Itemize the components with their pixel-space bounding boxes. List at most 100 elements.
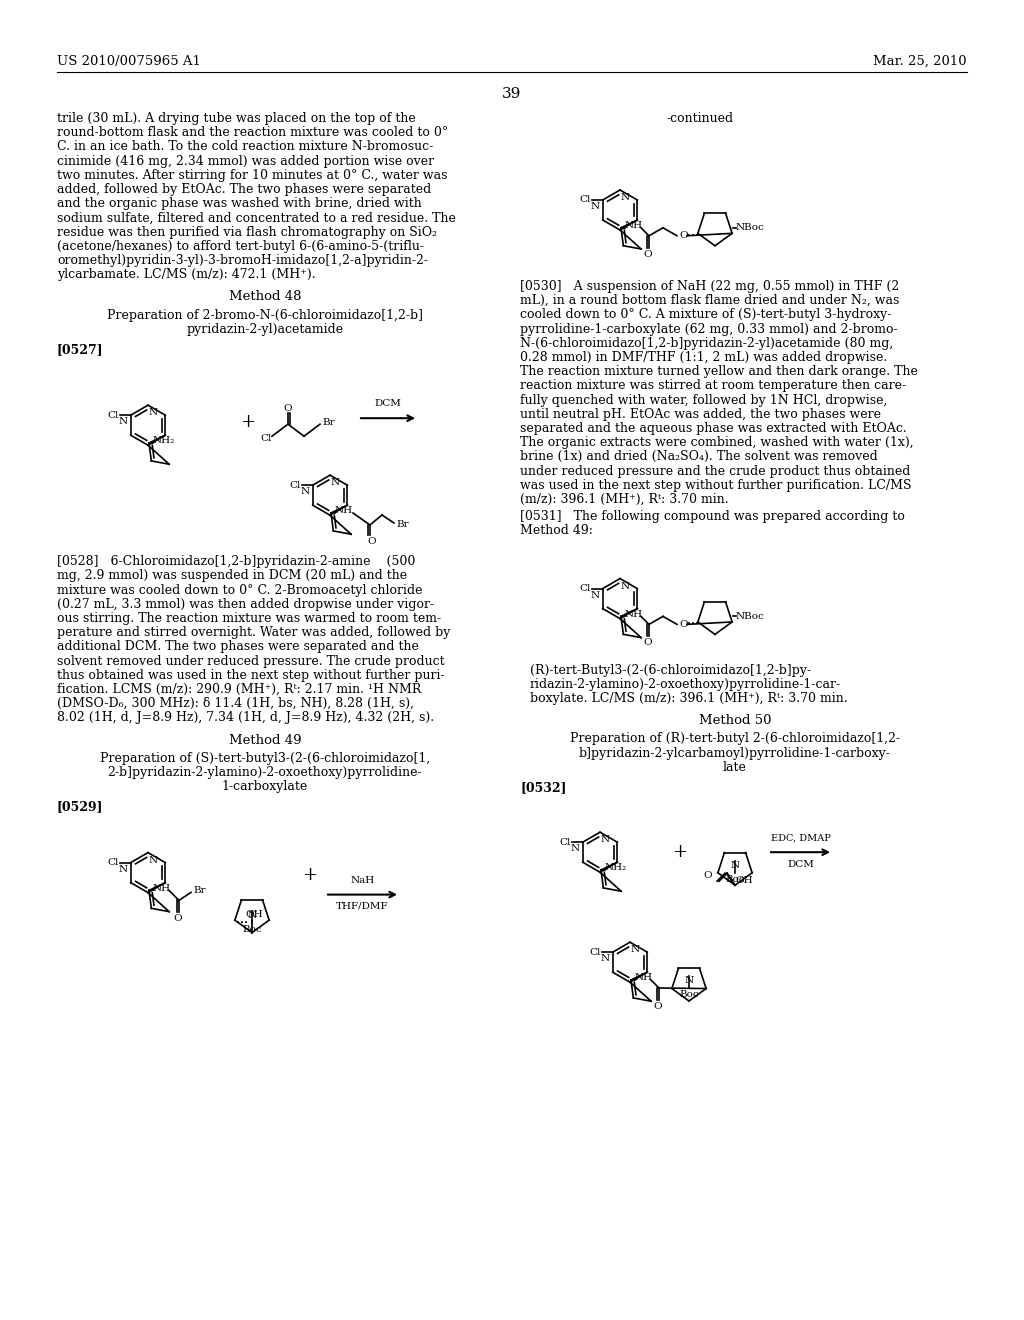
Text: N: N <box>730 861 739 870</box>
Text: O: O <box>679 620 687 628</box>
Text: Br: Br <box>193 886 206 895</box>
Text: 39: 39 <box>503 87 521 102</box>
Text: (0.27 mL, 3.3 mmol) was then added dropwise under vigor-: (0.27 mL, 3.3 mmol) was then added dropw… <box>57 598 434 611</box>
Text: +: + <box>302 866 317 883</box>
Text: O: O <box>174 915 182 924</box>
Text: 1-carboxylate: 1-carboxylate <box>222 780 308 793</box>
Text: N: N <box>621 193 630 202</box>
Text: residue was then purified via flash chromatography on SiO₂: residue was then purified via flash chro… <box>57 226 437 239</box>
Text: until neutral pH. EtOAc was added, the two phases were: until neutral pH. EtOAc was added, the t… <box>520 408 881 421</box>
Text: (m/z): 396.1 (MH⁺), Rᵗ: 3.70 min.: (m/z): 396.1 (MH⁺), Rᵗ: 3.70 min. <box>520 492 729 506</box>
Text: Cl: Cl <box>559 838 570 846</box>
Text: mixture was cooled down to 0° C. 2-Bromoacetyl chloride: mixture was cooled down to 0° C. 2-Bromo… <box>57 583 423 597</box>
Text: NH: NH <box>625 610 643 619</box>
Text: Cl: Cl <box>108 858 119 867</box>
Text: [0532]: [0532] <box>520 781 566 795</box>
Text: under reduced pressure and the crude product thus obtained: under reduced pressure and the crude pro… <box>520 465 910 478</box>
Text: perature and stirred overnight. Water was added, followed by: perature and stirred overnight. Water wa… <box>57 626 451 639</box>
Text: b]pyridazin-2-ylcarbamoyl)pyrrolidine-1-carboxy-: b]pyridazin-2-ylcarbamoyl)pyrrolidine-1-… <box>579 747 891 759</box>
Text: DCM: DCM <box>375 399 401 408</box>
Text: Cl: Cl <box>589 948 601 957</box>
Text: NH: NH <box>625 222 643 230</box>
Text: OH: OH <box>245 909 263 919</box>
Text: N: N <box>600 954 609 964</box>
Text: N: N <box>119 417 128 426</box>
Text: N: N <box>591 590 600 599</box>
Text: US 2010/0075965 A1: US 2010/0075965 A1 <box>57 55 201 69</box>
Text: O: O <box>644 639 652 647</box>
Text: solvent removed under reduced pressure. The crude product: solvent removed under reduced pressure. … <box>57 655 444 668</box>
Text: ous stirring. The reaction mixture was warmed to room tem-: ous stirring. The reaction mixture was w… <box>57 612 441 624</box>
Text: mL), in a round bottom flask flame dried and under N₂, was: mL), in a round bottom flask flame dried… <box>520 294 899 308</box>
Text: trile (30 mL). A drying tube was placed on the top of the: trile (30 mL). A drying tube was placed … <box>57 112 416 125</box>
Text: -continued: -continued <box>667 112 733 125</box>
Text: N: N <box>631 945 640 954</box>
Text: brine (1x) and dried (Na₂SO₄). The solvent was removed: brine (1x) and dried (Na₂SO₄). The solve… <box>520 450 878 463</box>
Text: Preparation of (R)-tert-butyl 2-(6-chloroimidazo[1,2-: Preparation of (R)-tert-butyl 2-(6-chlor… <box>570 733 900 746</box>
Text: O: O <box>644 249 652 259</box>
Text: reaction mixture was stirred at room temperature then care-: reaction mixture was stirred at room tem… <box>520 379 906 392</box>
Text: pyrrolidine-1-carboxylate (62 mg, 0.33 mmol) and 2-bromo-: pyrrolidine-1-carboxylate (62 mg, 0.33 m… <box>520 322 898 335</box>
Text: [0527]: [0527] <box>57 343 103 356</box>
Text: pyridazin-2-yl)acetamide: pyridazin-2-yl)acetamide <box>186 323 344 335</box>
Text: thus obtained was used in the next step without further puri-: thus obtained was used in the next step … <box>57 669 444 682</box>
Text: ylcarbamate. LC/MS (m/z): 472.1 (MH⁺).: ylcarbamate. LC/MS (m/z): 472.1 (MH⁺). <box>57 268 315 281</box>
Text: C. in an ice bath. To the cold reaction mixture N-bromosuc-: C. in an ice bath. To the cold reaction … <box>57 140 433 153</box>
Text: oromethyl)pyridin-3-yl)-3-bromoH-imidazo[1,2-a]pyridin-2-: oromethyl)pyridin-3-yl)-3-bromoH-imidazo… <box>57 253 428 267</box>
Text: N: N <box>331 478 340 487</box>
Text: Mar. 25, 2010: Mar. 25, 2010 <box>873 55 967 69</box>
Text: N: N <box>248 911 257 920</box>
Text: EDC, DMAP: EDC, DMAP <box>771 833 830 842</box>
Text: [0529]: [0529] <box>57 800 103 813</box>
Text: late: late <box>723 760 746 774</box>
Text: O: O <box>679 231 687 240</box>
Text: NBoc: NBoc <box>736 223 765 232</box>
Text: mg, 2.9 mmol) was suspended in DCM (20 mL) and the: mg, 2.9 mmol) was suspended in DCM (20 m… <box>57 569 408 582</box>
Text: NH: NH <box>335 507 353 516</box>
Text: O: O <box>368 537 376 546</box>
Text: (DMSO-D₆, 300 MHz): δ 11.4 (1H, bs, NH), 8.28 (1H, s),: (DMSO-D₆, 300 MHz): δ 11.4 (1H, bs, NH),… <box>57 697 414 710</box>
Text: boxylate. LC/MS (m/z): 396.1 (MH⁺), Rᵗ: 3.70 min.: boxylate. LC/MS (m/z): 396.1 (MH⁺), Rᵗ: … <box>530 692 848 705</box>
Text: 0.28 mmol) in DMF/THF (1:1, 2 mL) was added dropwise.: 0.28 mmol) in DMF/THF (1:1, 2 mL) was ad… <box>520 351 887 364</box>
Text: Cl: Cl <box>290 480 301 490</box>
Text: The reaction mixture turned yellow and then dark orange. The: The reaction mixture turned yellow and t… <box>520 366 918 379</box>
Text: (acetone/hexanes) to afford tert-butyl 6-(6-amino-5-(triflu-: (acetone/hexanes) to afford tert-butyl 6… <box>57 240 424 253</box>
Text: separated and the aqueous phase was extracted with EtOAc.: separated and the aqueous phase was extr… <box>520 422 906 436</box>
Text: N: N <box>570 845 580 853</box>
Text: N: N <box>591 202 600 211</box>
Text: Method 48: Method 48 <box>228 290 301 304</box>
Text: NBoc: NBoc <box>736 612 765 620</box>
Text: Boc: Boc <box>725 875 744 883</box>
Text: Cl: Cl <box>580 583 591 593</box>
Text: Br: Br <box>322 417 335 426</box>
Text: Boc: Boc <box>243 925 262 935</box>
Text: +: + <box>241 413 256 432</box>
Text: DCM: DCM <box>787 861 814 869</box>
Text: round-bottom flask and the reaction mixture was cooled to 0°: round-bottom flask and the reaction mixt… <box>57 127 449 139</box>
Text: Cl: Cl <box>260 434 271 442</box>
Text: Method 50: Method 50 <box>698 714 771 727</box>
Text: Preparation of 2-bromo-N-(6-chloroimidazo[1,2-b]: Preparation of 2-bromo-N-(6-chloroimidaz… <box>106 309 423 322</box>
Text: and the organic phase was washed with brine, dried with: and the organic phase was washed with br… <box>57 197 422 210</box>
Text: 2-b]pyridazin-2-ylamino)-2-oxoethoxy)pyrrolidine-: 2-b]pyridazin-2-ylamino)-2-oxoethoxy)pyr… <box>108 766 422 779</box>
Text: O: O <box>284 404 292 413</box>
Text: Boc: Boc <box>679 990 698 999</box>
Text: sodium sulfate, filtered and concentrated to a red residue. The: sodium sulfate, filtered and concentrate… <box>57 211 456 224</box>
Text: [0528]   6-Chloroimidazo[1,2-b]pyridazin-2-amine    (500: [0528] 6-Chloroimidazo[1,2-b]pyridazin-2… <box>57 556 416 568</box>
Text: •••: ••• <box>236 919 248 927</box>
Text: [0530]   A suspension of NaH (22 mg, 0.55 mmol) in THF (2: [0530] A suspension of NaH (22 mg, 0.55 … <box>520 280 899 293</box>
Text: N: N <box>301 487 309 496</box>
Text: Cl: Cl <box>580 195 591 205</box>
Text: THF/DMF: THF/DMF <box>336 902 389 911</box>
Text: NH: NH <box>153 884 171 892</box>
Text: Method 49: Method 49 <box>228 734 301 747</box>
Text: +: + <box>673 843 687 861</box>
Text: The organic extracts were combined, washed with water (1x),: The organic extracts were combined, wash… <box>520 436 913 449</box>
Text: Cl: Cl <box>108 411 119 420</box>
Text: •••: ••• <box>687 622 699 627</box>
Text: O: O <box>653 1002 663 1011</box>
Text: NaH: NaH <box>350 875 375 884</box>
Text: O: O <box>703 871 712 879</box>
Text: (R)-tert-Butyl3-(2-(6-chloroimidazo[1,2-b]py-: (R)-tert-Butyl3-(2-(6-chloroimidazo[1,2-… <box>530 664 811 677</box>
Text: added, followed by EtOAc. The two phases were separated: added, followed by EtOAc. The two phases… <box>57 183 431 195</box>
